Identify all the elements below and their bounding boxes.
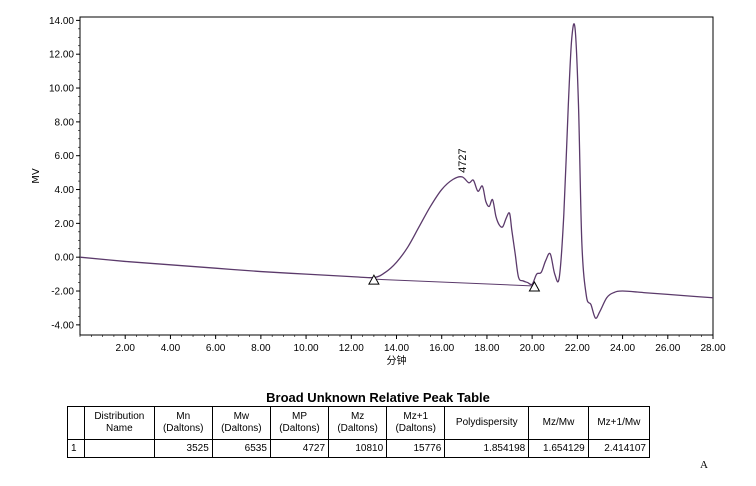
integration-baseline [373,278,535,287]
x-tick-label: 26.00 [655,343,680,354]
table-header-cell: Mz+1 (Daltons) [386,406,446,440]
table-header-cell: Polydispersity [444,406,530,440]
table-header-row: Distribution Name Mn (Daltons) Mw (Daltons) MP… [67,406,651,440]
x-tick-label: 2.00 [115,343,135,354]
table-cell: 1 [67,439,85,458]
table-title: Broad Unknown Relative Peak Table [266,390,490,405]
y-tick-label: 8.00 [55,117,75,128]
table-row: 1 3525 6535 4727 10810 15776 1.854198 1.654129 2… [67,439,651,458]
peak-label: 4727 [457,148,469,172]
y-tick-label: 6.00 [55,151,75,162]
x-tick-label: 16.00 [429,343,454,354]
table-header-cell: Mz+1/Mw [587,406,651,440]
table-cell: 1.854198 [444,439,530,458]
table-header-cell: MP (Daltons) [269,406,330,440]
x-tick-label: 14.00 [384,343,409,354]
x-tick-label: 4.00 [161,343,181,354]
y-tick-label: 0.00 [55,253,75,264]
y-tick-label: -4.00 [51,320,74,331]
y-tick-label: 10.00 [49,84,74,95]
y-tick-label: 2.00 [55,219,75,230]
x-tick-label: 22.00 [565,343,590,354]
x-axis-label: 分钟 [387,354,407,367]
table-cell: 3525 [153,439,213,458]
table-cell: 4727 [269,439,330,458]
x-tick-label: 20.00 [520,343,545,354]
x-tick-label: 6.00 [206,343,226,354]
y-tick-label: 14.00 [49,16,74,27]
x-tick-label: 12.00 [339,343,364,354]
x-tick-label: 24.00 [610,343,635,354]
table-header-cell: Distribution Name [84,406,155,440]
x-tick-label: 8.00 [251,343,271,354]
plot-frame [79,16,714,336]
table-cell: 6535 [211,439,271,458]
chromatogram-chart: -4.00 -2.00 0.00 2.00 4.00 6.00 8.00 10.00 12.00… [31,16,726,367]
baseline-marker [368,274,380,285]
table-cell [84,439,155,458]
table-header-cell: Mz/Mw [528,406,589,440]
panel-letter: A [700,459,708,471]
y-axis-label: MV [31,168,42,184]
table-header-cell: Mz (Daltons) [328,406,388,440]
x-tick-label: 18.00 [474,343,499,354]
table-header-cell: Mw (Daltons) [211,406,271,440]
y-tick-label: 12.00 [49,50,74,61]
y-tick-label: -2.00 [51,287,74,298]
baseline-marker [528,280,541,292]
table-cell: 2.414107 [587,439,651,458]
series-line [79,23,714,319]
table-body: 1 3525 6535 4727 10810 15776 1.854198 1.654129 2… [67,439,651,458]
table-header-cell [67,406,85,440]
x-tick-label: 28.00 [700,343,725,354]
peak-table: Distribution Name Mn (Daltons) Mw (Daltons) MP… [67,406,651,458]
table-cell: 1.654129 [528,439,589,458]
table-cell: 15776 [386,439,446,458]
x-tick-label: 10.00 [294,343,319,354]
table-header-cell: Mn (Daltons) [153,406,213,440]
y-tick-label: 4.00 [55,185,75,196]
table-cell: 10810 [328,439,388,458]
